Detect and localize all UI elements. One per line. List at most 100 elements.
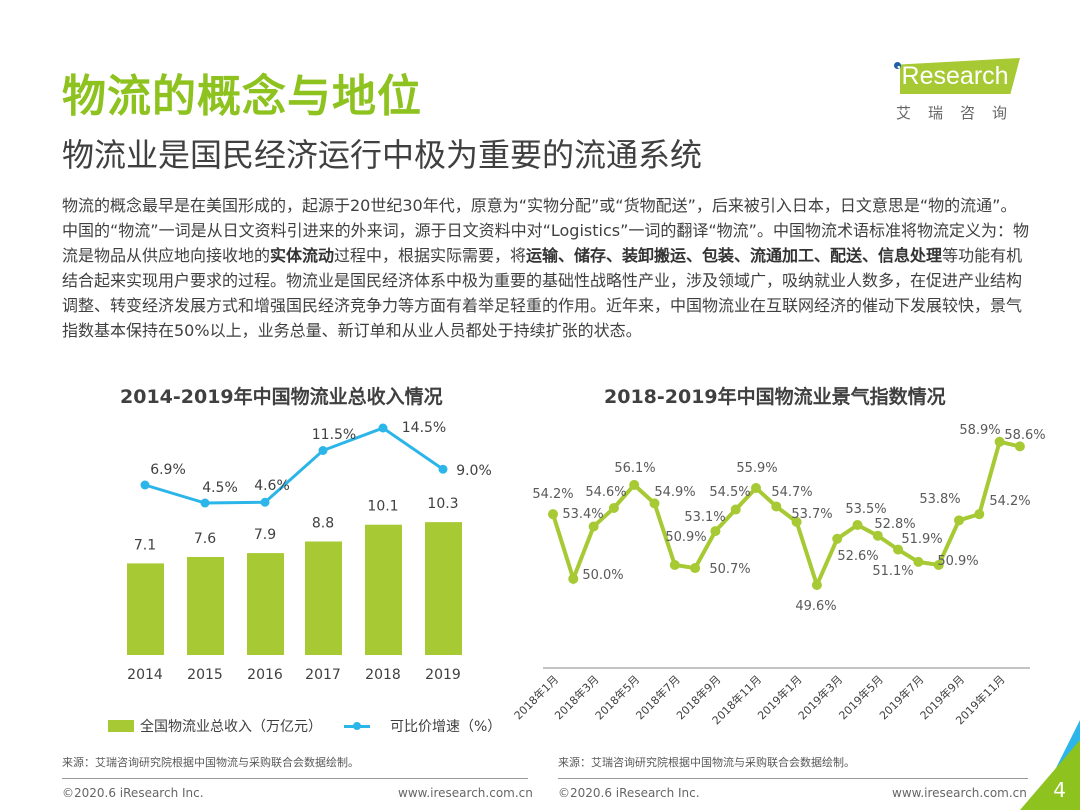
index-point: [954, 515, 964, 526]
page-title: 物流的概念与地位: [62, 71, 422, 122]
index-point: [974, 509, 985, 520]
paragraph-segment: 物流的概念最早是在美国形成的，起源于20世纪30年代，原意为“实物分配”或“货物…: [62, 196, 1029, 265]
index-point: [771, 501, 782, 512]
index-label: 58.6%: [1004, 428, 1045, 443]
x-tick-label: 2017: [305, 667, 341, 683]
legend-line-label: 可比价增速（%）: [390, 719, 502, 735]
index-label: 52.6%: [837, 549, 878, 564]
index-label: 56.1%: [614, 461, 655, 476]
bar-value-label: 10.3: [427, 496, 458, 512]
bar: [247, 553, 284, 655]
index-point: [893, 544, 904, 555]
index-label: 54.9%: [654, 485, 695, 500]
index-label: 53.4%: [562, 507, 603, 522]
x-tick-label: 2019: [425, 667, 461, 683]
index-label: 54.2%: [532, 487, 573, 502]
growth-point: [200, 498, 210, 508]
growth-point: [378, 423, 388, 433]
growth-label: 9.0%: [456, 463, 492, 479]
index-label: 53.5%: [845, 502, 886, 517]
index-point: [629, 479, 640, 490]
index-label: 54.7%: [771, 485, 812, 500]
index-point: [994, 436, 1005, 447]
index-line: [551, 439, 1021, 591]
chart2-source: 来源：艾瑞咨询研究院根据中国物流与采购联合会数据绘制。: [558, 756, 855, 769]
index-point: [751, 482, 761, 493]
growth-label: 6.9%: [150, 462, 186, 478]
logo-text: iResearch: [896, 62, 1009, 90]
bar: [127, 563, 164, 655]
x-tick-label: 2014: [127, 667, 163, 683]
bar: [305, 541, 342, 655]
index-label: 54.6%: [585, 485, 626, 500]
growth-point: [260, 497, 270, 507]
paragraph-segment: 等功能有机结合起来实现用户要求的过程。物流业是国民经济体系中极为重要的基础性战略…: [62, 246, 1023, 340]
page-subtitle: 物流业是国民经济运行中极为重要的流通系统: [62, 136, 703, 174]
index-label: 49.6%: [795, 599, 836, 614]
chart2-title: 2018-2019年中国物流业景气指数情况: [604, 386, 946, 408]
copyright: ©2020.6 iResearch Inc.: [62, 786, 204, 800]
index-point: [811, 580, 822, 590]
growth-point: [318, 446, 328, 455]
index-label: 50.9%: [665, 530, 706, 545]
legend-bar-swatch: [108, 720, 134, 732]
index-point: [933, 559, 944, 570]
index-point: [548, 509, 558, 520]
legend-line-swatch: [344, 721, 370, 730]
index-point: [730, 504, 741, 515]
bar-value-label: 8.8: [312, 515, 334, 531]
growth-point: [140, 480, 150, 490]
x-tick-label: 2016: [247, 667, 283, 683]
bar: [425, 522, 462, 655]
growth-line: [144, 426, 444, 505]
index-label: 51.9%: [901, 532, 942, 547]
bar-value-label: 10.1: [367, 499, 398, 515]
growth-label: 14.5%: [402, 420, 446, 436]
index-point: [852, 519, 863, 530]
index-point: [669, 559, 680, 570]
index-label: 53.8%: [919, 492, 960, 507]
legend-bar-label: 全国物流业总收入（万亿元）: [140, 719, 322, 735]
index-label: 51.1%: [872, 564, 913, 579]
bar-value-label: 7.9: [254, 527, 276, 543]
logo-cn: 艾瑞咨询: [896, 104, 1025, 122]
divider: [62, 778, 528, 779]
intro-paragraph: 物流的概念最早是在美国形成的，起源于20世纪30年代，原意为“实物分配”或“货物…: [62, 193, 1032, 343]
page-number: 4: [1053, 778, 1066, 802]
chart1-title: 2014-2019年中国物流业总收入情况: [120, 386, 443, 408]
growth-label: 11.5%: [312, 427, 356, 443]
index-label: 58.9%: [959, 423, 1000, 438]
index-point: [872, 530, 883, 541]
x-tick-label: 2018: [365, 667, 401, 683]
chart1-source: 来源：艾瑞咨询研究院根据中国物流与采购联合会数据绘制。: [62, 756, 359, 769]
chart1-legend: 全国物流业总收入（万亿元） 可比价增速（%）: [108, 716, 501, 736]
index-label: 54.2%: [989, 494, 1030, 509]
index-point: [690, 563, 701, 574]
website-link[interactable]: www.iresearch.com.cn: [892, 786, 1027, 800]
index-label: 52.8%: [874, 517, 915, 532]
index-point: [832, 533, 843, 544]
index-point: [568, 573, 579, 584]
bar-value-label: 7.1: [134, 537, 156, 553]
index-label: 53.7%: [791, 507, 832, 522]
index-label: 53.1%: [684, 510, 725, 525]
index-point: [608, 503, 619, 513]
index-point: [710, 526, 721, 537]
bar: [187, 556, 224, 655]
website-link[interactable]: www.iresearch.com.cn: [398, 786, 533, 800]
bar-value-label: 7.6: [194, 531, 216, 547]
iresearch-logo: iResearch 艾瑞咨询: [890, 56, 1030, 126]
divider: [558, 778, 1028, 779]
index-label: 54.5%: [709, 485, 750, 500]
paragraph-segment: 运输、储存、装卸搬运、包装、流通加工、配送、信息处理: [526, 246, 943, 265]
growth-point: [438, 464, 448, 474]
growth-label: 4.6%: [254, 478, 290, 494]
index-label: 50.9%: [937, 554, 978, 569]
index-label: 55.9%: [736, 461, 777, 476]
index-point: [649, 498, 660, 509]
paragraph-segment: 过程中，根据实际需要，将: [334, 246, 527, 265]
corner-decoration: [1020, 720, 1080, 810]
index-point: [1014, 441, 1025, 452]
bar: [365, 524, 402, 655]
